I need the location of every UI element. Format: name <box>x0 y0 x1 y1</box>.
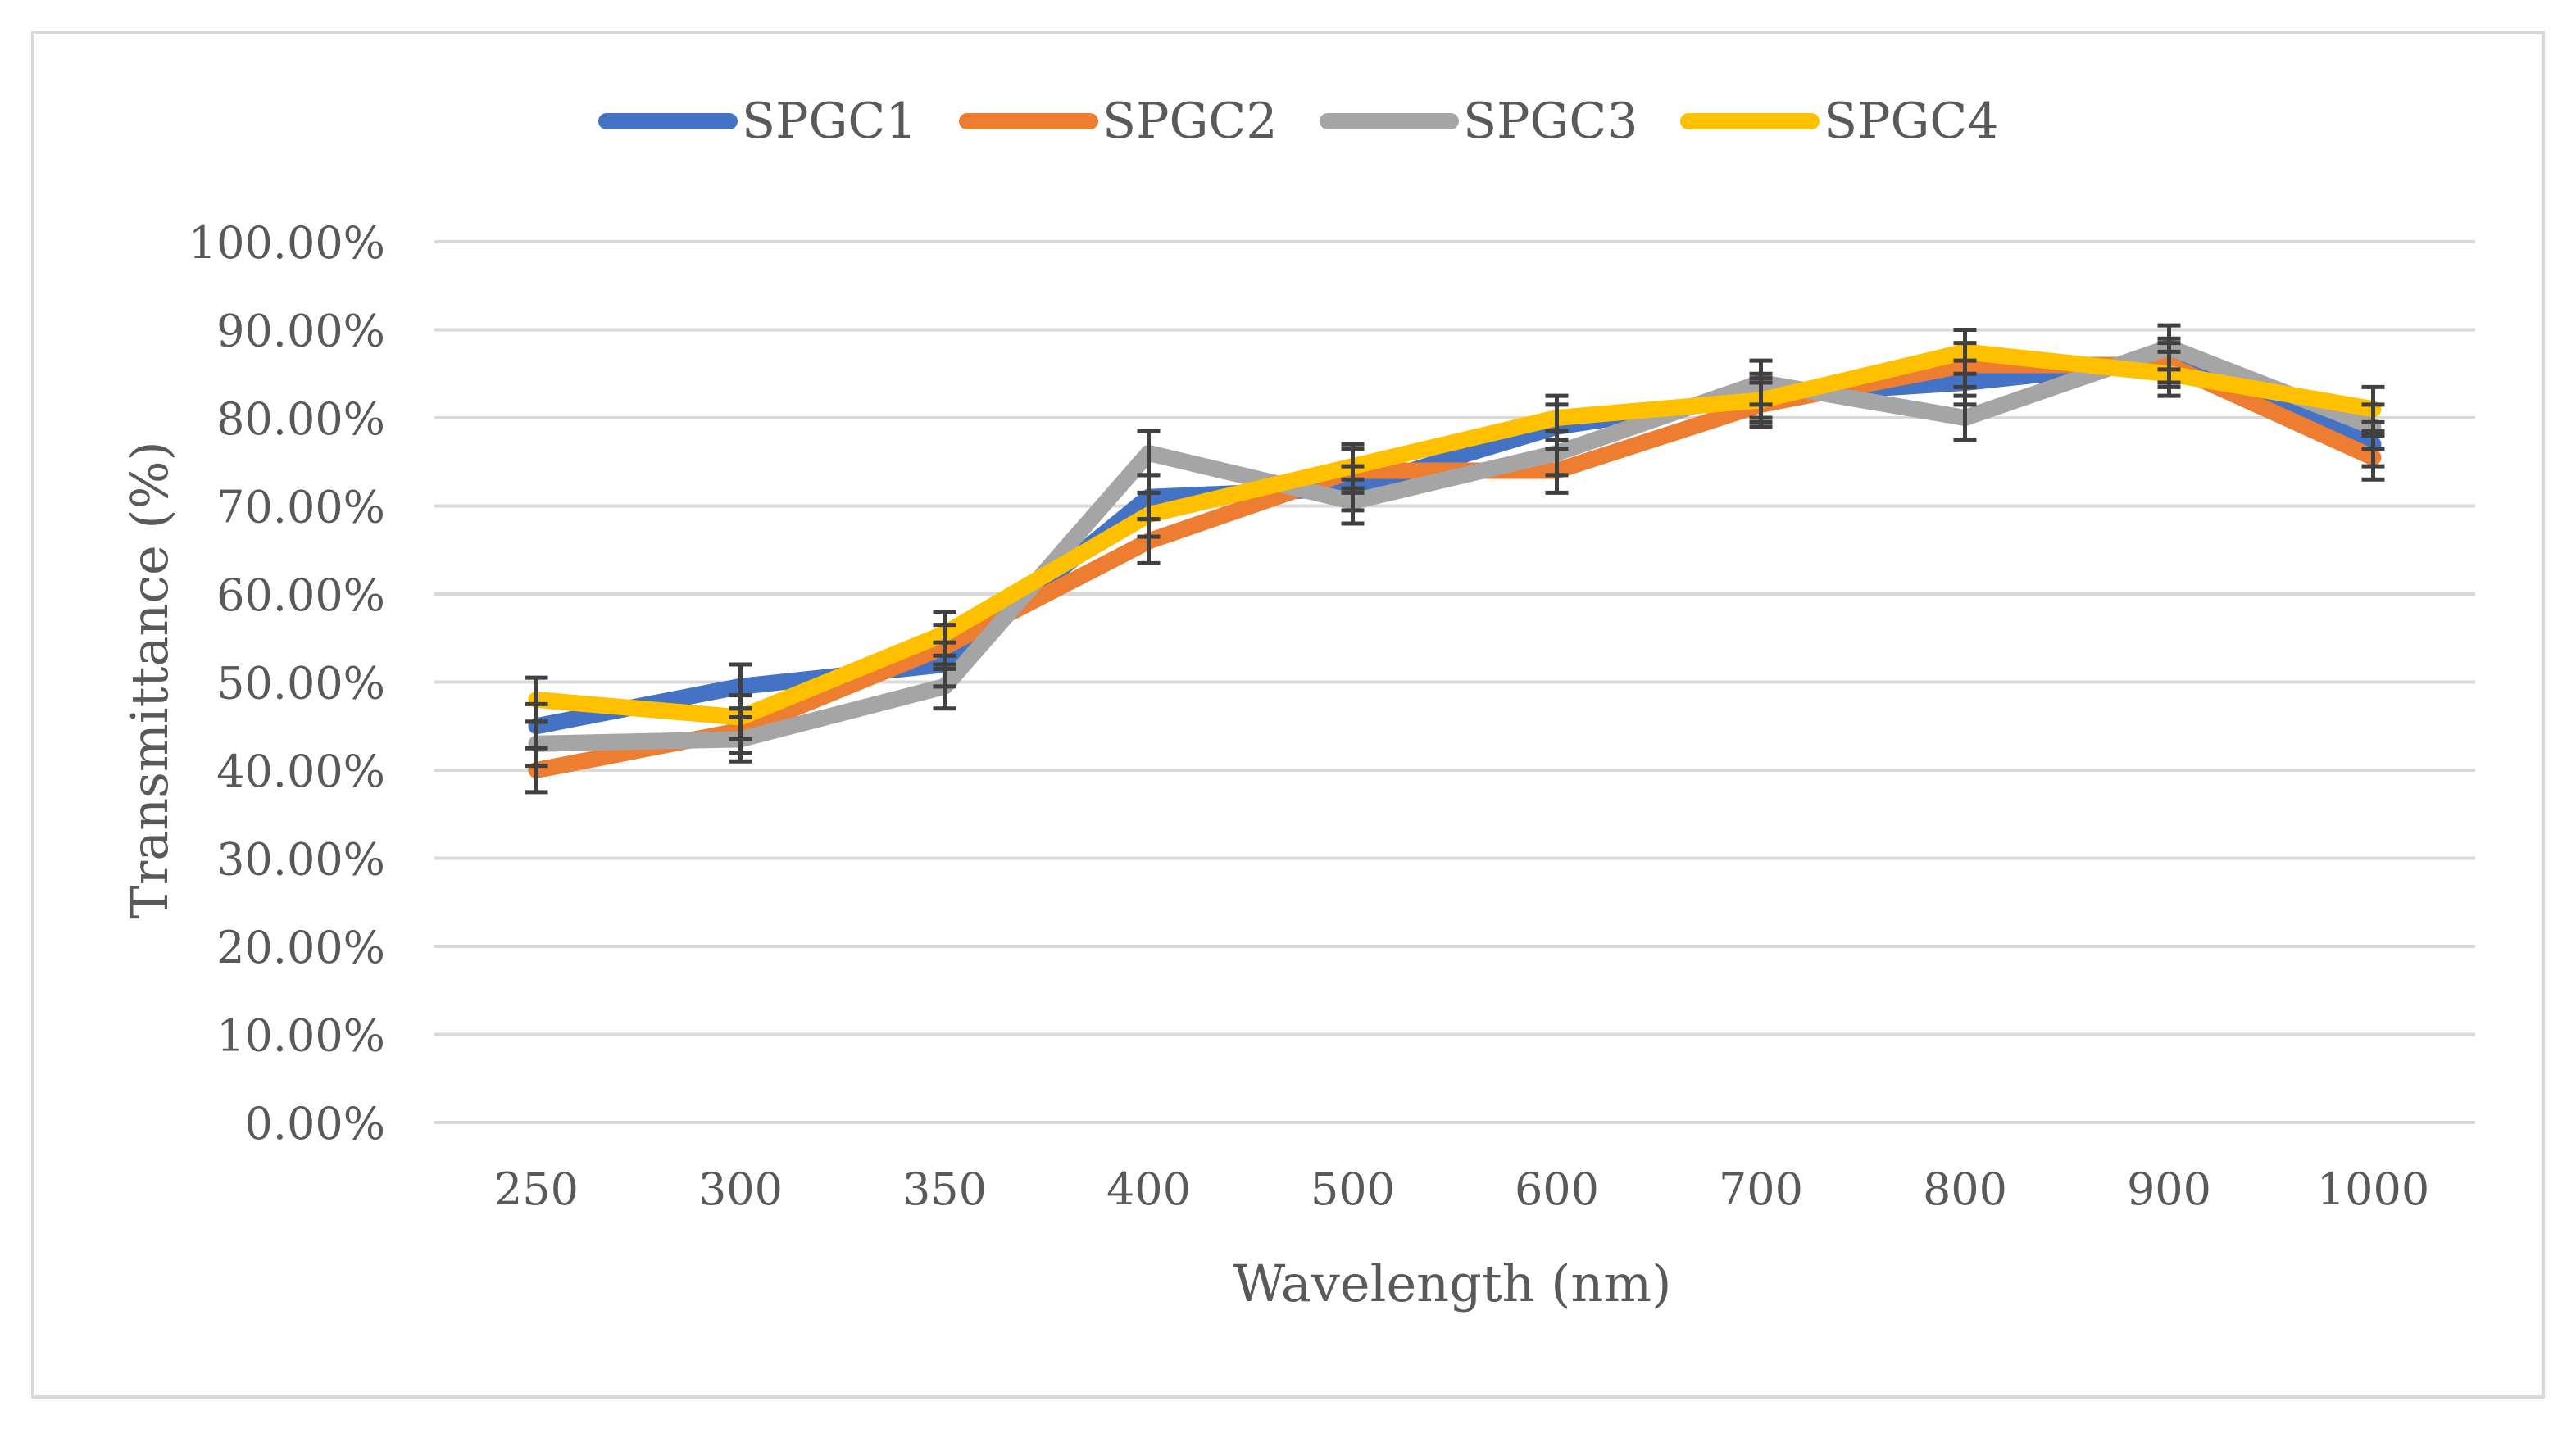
legend: SPGC1 SPGC2 SPGC3 SPGC4 <box>598 93 1999 150</box>
error-bar <box>2361 384 2385 433</box>
gridlines <box>434 240 2475 1124</box>
error-bar <box>1545 393 1569 442</box>
x-tick-label: 1000 <box>2317 1163 2429 1215</box>
x-tick-label: 600 <box>1515 1163 1599 1215</box>
x-tick-label: 700 <box>1719 1163 1803 1215</box>
error-bar <box>1953 328 1977 376</box>
legend-item-spgc4: SPGC4 <box>1680 93 1999 150</box>
legend-item-spgc3: SPGC3 <box>1320 93 1638 150</box>
series-lines <box>528 339 2382 778</box>
error-bar <box>2157 349 2181 398</box>
y-tick-label: 60.00% <box>216 569 385 621</box>
x-tick-labels: 250 300 350 400 500 600 700 800 900 1000 <box>494 1163 2429 1215</box>
y-tick-labels: 0.00% 10.00% 20.00% 30.00% 40.00% 50.00% 60.00… <box>189 217 385 1150</box>
series-line-spgc4 <box>528 343 2382 726</box>
legend-label: SPGC4 <box>1824 93 1999 150</box>
x-tick-label: 900 <box>2127 1163 2211 1215</box>
error-bar <box>1953 393 1977 442</box>
x-tick-label: 300 <box>698 1163 783 1215</box>
x-tick-label: 800 <box>1923 1163 2007 1215</box>
error-bars <box>525 323 2385 795</box>
y-tick-label: 0.00% <box>244 1098 385 1150</box>
series-line-spgc3 <box>528 339 2382 752</box>
chart-frame <box>31 31 2545 1399</box>
error-bar <box>933 610 956 658</box>
x-tick-label: 250 <box>494 1163 579 1215</box>
error-bar <box>1749 376 1773 424</box>
y-tick-label: 70.00% <box>216 482 385 533</box>
legend-label: SPGC3 <box>1463 93 1638 150</box>
y-tick-label: 30.00% <box>216 834 385 886</box>
legend-label: SPGC1 <box>742 93 917 150</box>
error-bar <box>1137 490 1161 539</box>
error-bar <box>933 662 956 711</box>
error-bar <box>1137 429 1161 478</box>
y-tick-label: 10.00% <box>216 1010 385 1062</box>
y-tick-label: 20.00% <box>216 922 385 973</box>
y-axis-title: Transmittance (%) <box>120 441 179 918</box>
x-tick-label: 350 <box>902 1163 987 1215</box>
error-bar <box>1341 442 1365 491</box>
y-tick-label: 50.00% <box>216 658 385 710</box>
error-bar <box>729 693 752 741</box>
y-tick-label: 100.00% <box>189 217 385 269</box>
y-tick-label: 90.00% <box>216 306 385 357</box>
x-axis-title: Wavelength (nm) <box>1233 1254 1672 1313</box>
legend-item-spgc2: SPGC2 <box>959 93 1278 150</box>
legend-label: SPGC2 <box>1102 93 1278 150</box>
legend-item-spgc1: SPGC1 <box>598 93 917 150</box>
x-tick-label: 500 <box>1311 1163 1395 1215</box>
x-tick-label: 400 <box>1106 1163 1191 1215</box>
error-bar <box>525 675 548 724</box>
y-tick-label: 40.00% <box>216 746 385 797</box>
y-tick-label: 80.00% <box>216 393 385 445</box>
